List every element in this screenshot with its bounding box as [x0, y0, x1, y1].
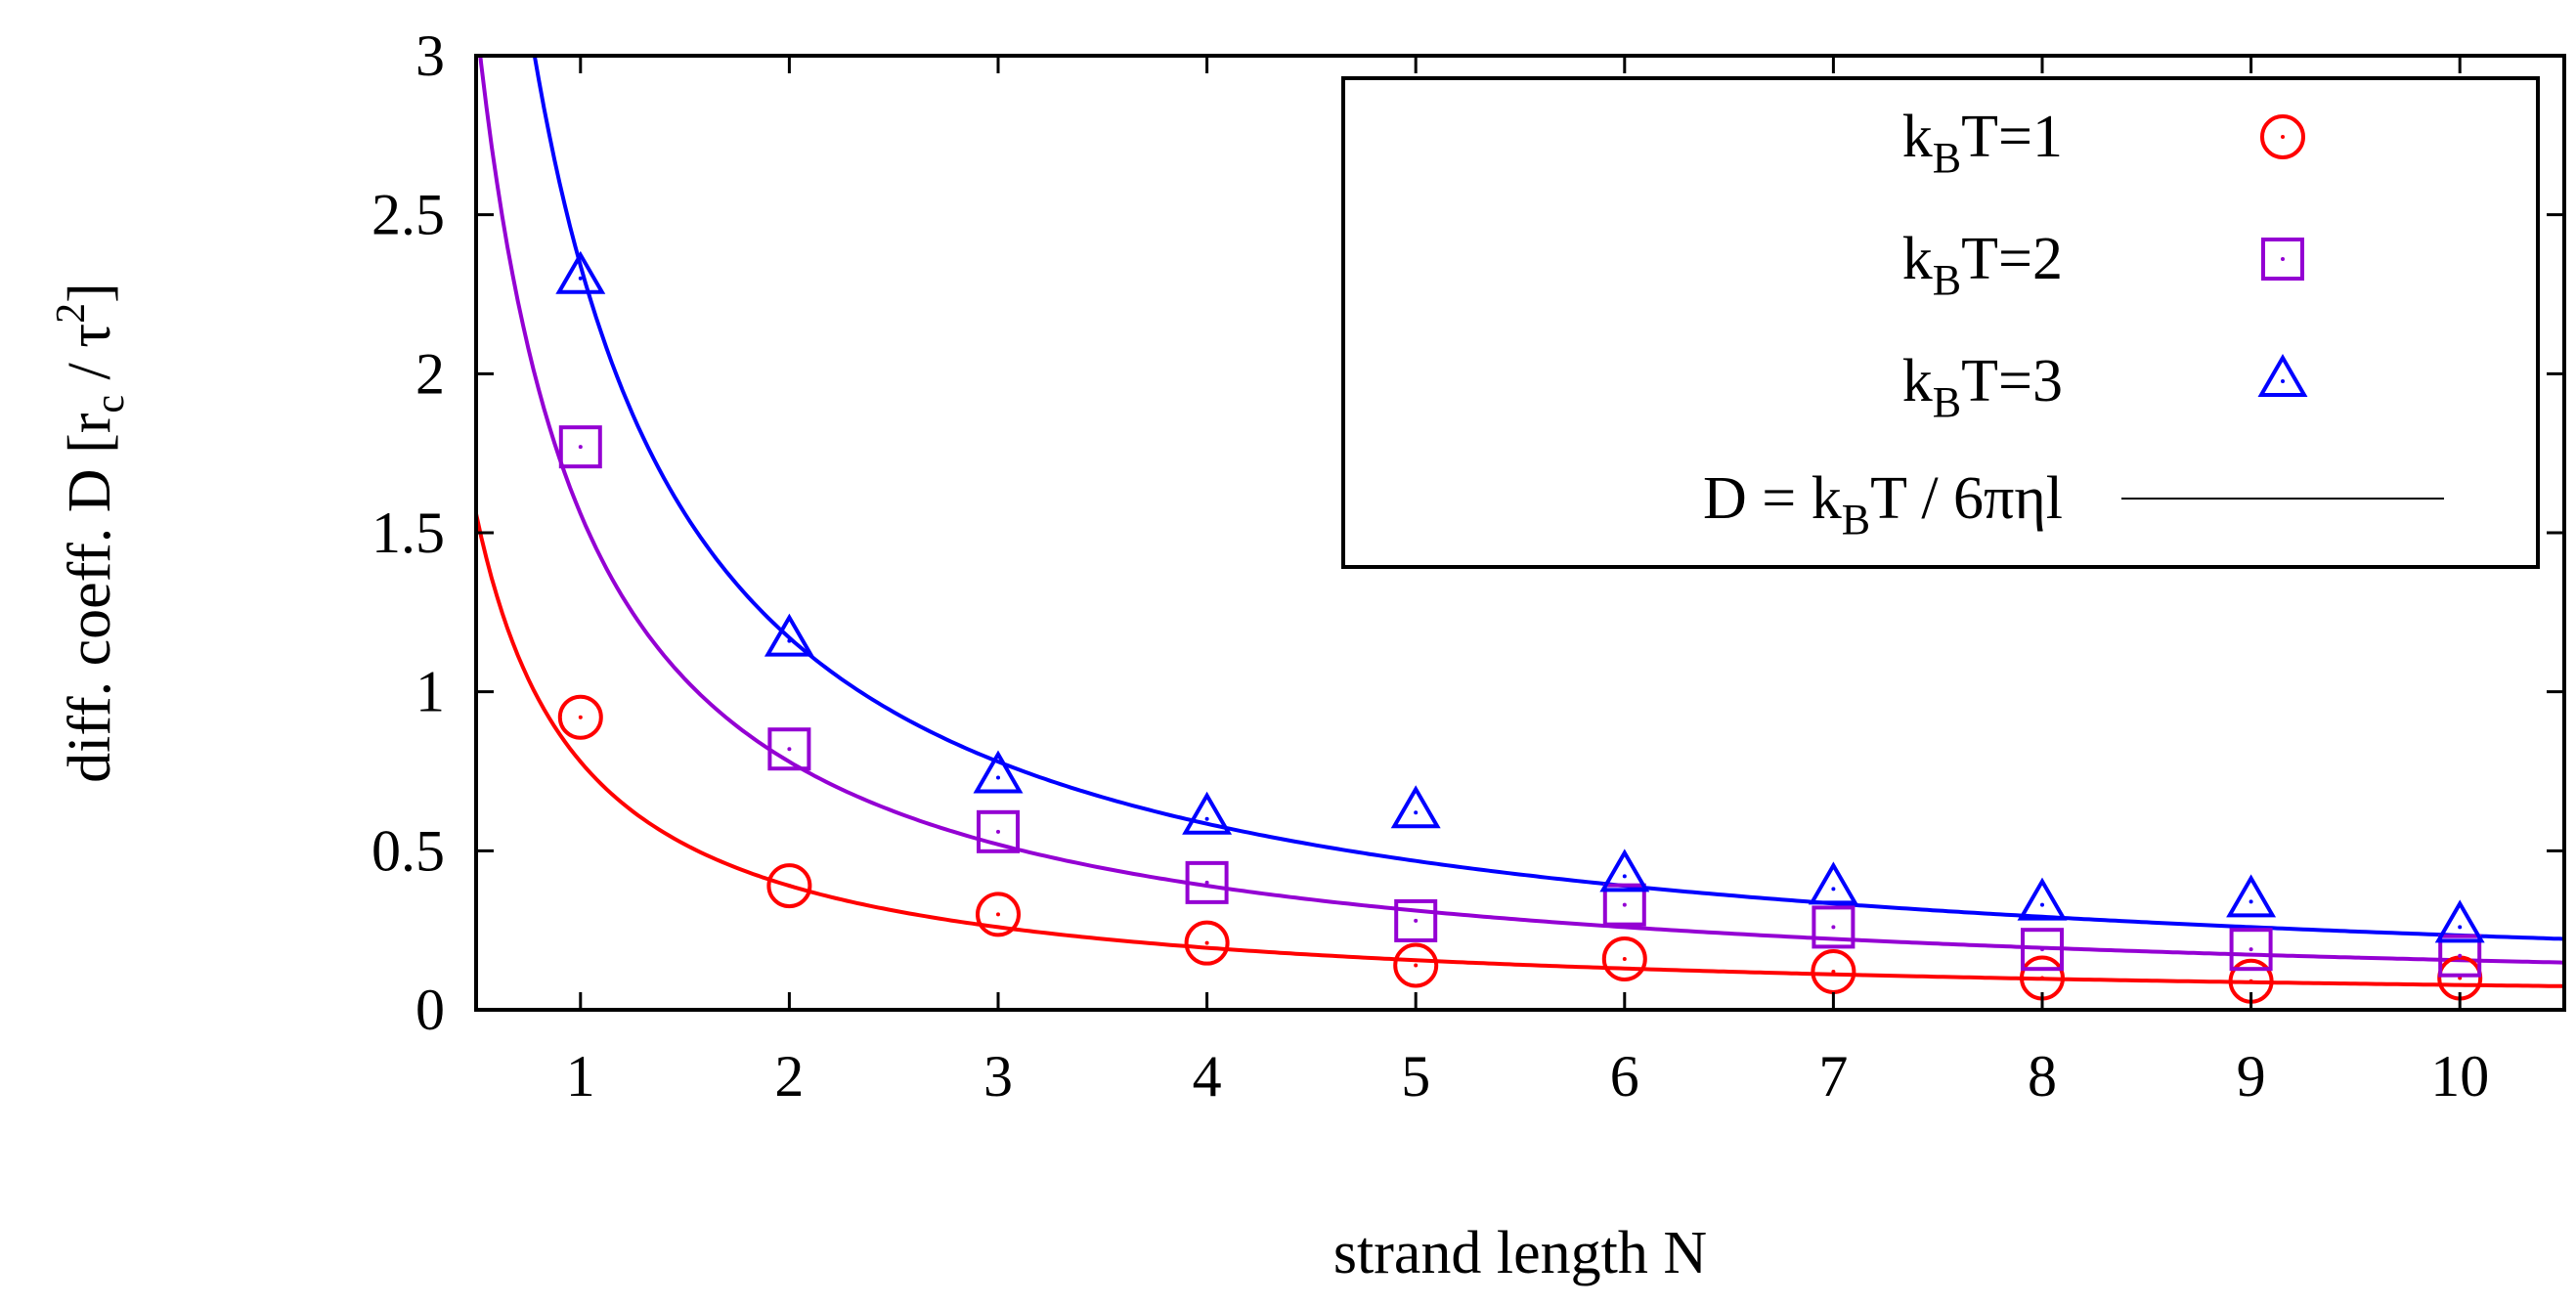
y-tick-label-1: 1	[415, 660, 445, 724]
point-triangle-8	[2017, 877, 2068, 921]
legend-marker-triangle	[2257, 354, 2308, 397]
x-tick-label-5: 5	[1401, 1044, 1430, 1109]
y-axis-title-end: ]	[57, 283, 123, 303]
point-circle-6	[1601, 936, 1647, 981]
y-axis-title-sup: 2	[49, 303, 94, 324]
point-triangle-2	[764, 613, 814, 657]
x-tick-label-3: 3	[983, 1044, 1013, 1109]
x-tick-label-1: 1	[566, 1044, 595, 1109]
legend-box	[1341, 76, 2540, 569]
x-tick-label-2: 2	[774, 1044, 804, 1109]
point-square-6	[1602, 883, 1646, 927]
fit-curve-kbt-1	[476, 513, 2564, 988]
fit-curve-kbt-3	[532, 56, 2564, 941]
y-tick-label-0.5: 0.5	[371, 818, 445, 883]
y-tick-label-2.5: 2.5	[371, 183, 445, 247]
point-triangle-1	[555, 250, 606, 294]
y-tick-label-2: 2	[415, 341, 445, 406]
y-axis-title-sub: c	[88, 395, 133, 414]
y-tick-label-0: 0	[415, 978, 445, 1042]
x-tick-label-7: 7	[1818, 1044, 1848, 1109]
point-triangle-7	[1808, 861, 1858, 905]
point-circle-5	[1393, 942, 1439, 988]
point-triangle-10	[2434, 899, 2485, 943]
y-tick-label-3: 3	[415, 23, 445, 88]
point-triangle-9	[2226, 874, 2277, 918]
legend-label-series-2: kBT=3	[1902, 348, 2063, 426]
point-square-2	[767, 727, 811, 771]
point-triangle-4	[1182, 791, 1233, 835]
x-tick-label-4: 4	[1193, 1044, 1222, 1109]
point-square-10	[2438, 934, 2482, 978]
tick-labels: 1 2 3 4 5 6 7 8 9 10 0 0.5 1 1.5 2 2.5 3	[371, 23, 2489, 1109]
point-triangle-5	[1390, 785, 1441, 829]
point-triangle-3	[973, 750, 1024, 794]
fit-curve-kbt-2	[478, 56, 2564, 965]
x-tick-label-10: 10	[2430, 1044, 2489, 1109]
point-circle-3	[976, 892, 1021, 937]
point-square-7	[1812, 905, 1856, 949]
y-tick-label-1.5: 1.5	[371, 501, 445, 565]
legend: kBT=1 kBT=2 kBT=3 D = kBT / 6πηl	[1341, 76, 2540, 569]
y-axis-title-mid: / τ	[57, 324, 123, 395]
point-square-5	[1394, 898, 1438, 942]
point-circle-7	[1811, 948, 1856, 994]
legend-label-fit: D = kBT / 6πηl	[1703, 465, 2063, 544]
axis-ticks	[476, 54, 2564, 1012]
y-axis-title-main: diff. coeff. D [r	[57, 413, 123, 783]
legend-marker-circle	[2260, 114, 2305, 159]
data-points	[555, 250, 2485, 1004]
x-tick-label-8: 8	[2028, 1044, 2057, 1109]
fit-curves	[476, 56, 2564, 988]
point-square-1	[558, 425, 602, 469]
point-square-4	[1185, 860, 1229, 904]
legend-label-series-0: kBT=1	[1902, 104, 2063, 182]
point-circle-4	[1184, 920, 1230, 966]
y-axis-title: diff. coeff. D [rc / τ2]	[49, 283, 133, 783]
point-circle-2	[766, 863, 812, 909]
legend-markers	[2257, 114, 2308, 397]
x-axis-title: strand length N	[1333, 1220, 1707, 1286]
point-square-9	[2229, 928, 2273, 972]
point-circle-1	[557, 694, 603, 740]
legend-marker-square	[2261, 238, 2304, 281]
point-square-3	[977, 809, 1020, 853]
point-square-8	[2021, 928, 2064, 972]
x-tick-label-6: 6	[1610, 1044, 1639, 1109]
x-tick-label-9: 9	[2237, 1044, 2266, 1109]
point-triangle-6	[1599, 849, 1650, 892]
legend-label-series-1: kBT=2	[1902, 226, 2063, 304]
